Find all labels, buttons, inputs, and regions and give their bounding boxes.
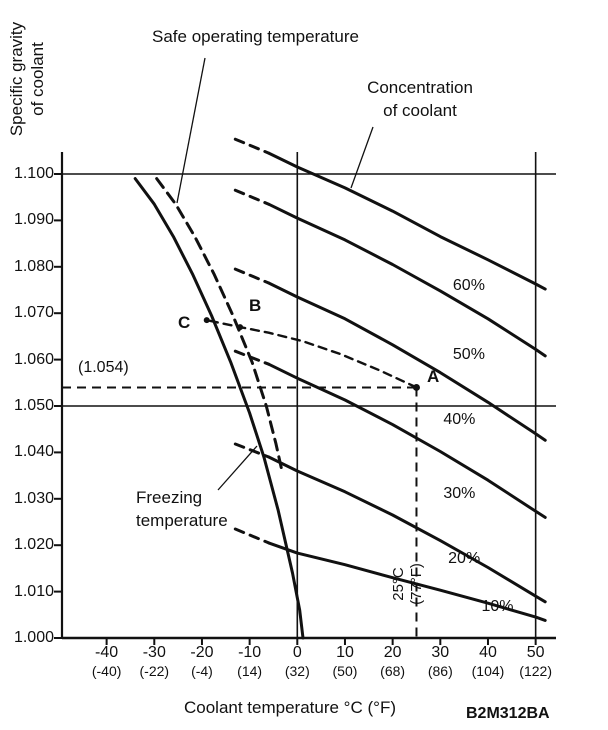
x-tick-label-fahrenheit: (-22) bbox=[139, 663, 170, 679]
y-axis-title: Specific gravity of coolant bbox=[6, 4, 48, 154]
concentration-60-curve bbox=[267, 151, 547, 291]
x-tick-label-fahrenheit: (122) bbox=[519, 663, 552, 679]
y-tick-label: 1.080 bbox=[13, 257, 54, 275]
concentration-50-label: 50% bbox=[452, 346, 485, 364]
freezing-temperature-curve bbox=[133, 177, 305, 640]
temperature-callout-25c: 25°C (77°F) bbox=[390, 548, 426, 620]
y-tick-label: 1.000 bbox=[13, 629, 54, 646]
concentration-50-dashed-extension bbox=[233, 188, 271, 206]
freezing-leader-line bbox=[217, 445, 258, 491]
concentration-20-label: 20% bbox=[448, 550, 481, 568]
concentration-40-curve bbox=[267, 281, 547, 442]
y-tick-label: 1.050 bbox=[13, 397, 54, 414]
concentration-60-label: 60% bbox=[452, 276, 485, 294]
x-tick-label-fahrenheit: (86) bbox=[427, 663, 453, 679]
y-tick-label: 1.070 bbox=[13, 304, 54, 322]
x-tick-label-celsius: -40 bbox=[95, 644, 119, 661]
x-tick-label-fahrenheit: (14) bbox=[237, 663, 263, 679]
temperature-callout-line1: 25°C bbox=[390, 567, 407, 601]
concentration-10-label: 10% bbox=[481, 597, 514, 615]
point-a-label: A bbox=[427, 367, 440, 386]
concentration-30-label: 30% bbox=[443, 485, 476, 503]
freezing-label-line2: temperature bbox=[136, 511, 228, 530]
concentration-10-dashed-extension bbox=[233, 527, 271, 545]
point-c-label: C bbox=[178, 313, 191, 332]
x-tick-label-celsius: 50 bbox=[526, 644, 545, 661]
concentration-of-coolant-label: Concentration of coolant bbox=[345, 76, 495, 122]
x-tick-label-fahrenheit: (32) bbox=[284, 663, 310, 679]
point-c-dot bbox=[203, 317, 210, 324]
y-tick-label: 1.060 bbox=[13, 350, 54, 368]
x-tick-label-fahrenheit: (-40) bbox=[91, 663, 122, 679]
concentration-label-line2: of coolant bbox=[383, 101, 457, 120]
x-axis-title: Coolant temperature °C (°F) bbox=[183, 698, 396, 717]
concentration-label-line1: Concentration bbox=[367, 78, 473, 97]
safe-operating-temperature-curve bbox=[155, 177, 284, 473]
y-axis-title-line2: of coolant bbox=[28, 42, 47, 116]
safe-operating-temperature-label: Safe operating temperature bbox=[152, 27, 359, 46]
point-a-dot bbox=[412, 383, 420, 391]
x-tick-label-fahrenheit: (104) bbox=[471, 663, 505, 679]
temperature-callout-line2: (77°F) bbox=[408, 563, 425, 605]
y-tick-label: 1.100 bbox=[13, 165, 54, 182]
concentration-60-dashed-extension bbox=[233, 137, 271, 155]
y-tick-label: 1.090 bbox=[13, 211, 54, 229]
y-axis-title-line1: Specific gravity bbox=[7, 21, 26, 137]
x-tick-label-celsius: -30 bbox=[142, 644, 166, 661]
freezing-temperature-label: Freezing temperature bbox=[136, 486, 228, 532]
x-tick-label-celsius: 40 bbox=[479, 644, 497, 661]
concentration-leader-line bbox=[350, 126, 374, 189]
concentration-50-curve bbox=[267, 202, 547, 358]
concentration-30-dashed-extension bbox=[233, 349, 271, 366]
x-tick-label-celsius: 0 bbox=[292, 644, 302, 661]
x-tick-label-celsius: -10 bbox=[238, 644, 262, 661]
point-b-label: B bbox=[249, 296, 262, 315]
x-tick-label-fahrenheit: (-4) bbox=[191, 663, 213, 679]
safe-operating-leader-line bbox=[176, 57, 206, 204]
concentration-40-dashed-extension bbox=[233, 267, 271, 285]
y-tick-label: 1.020 bbox=[13, 536, 54, 554]
x-tick-label-fahrenheit: (68) bbox=[380, 663, 406, 679]
concentration-20-dashed-extension bbox=[233, 442, 271, 459]
y-tick-label: 1.030 bbox=[13, 489, 54, 507]
x-tick-label-celsius: 20 bbox=[383, 644, 402, 661]
gravity-callout-1054: (1.054) bbox=[78, 359, 129, 376]
concentration-40-label: 40% bbox=[443, 411, 476, 429]
y-tick-label: 1.010 bbox=[13, 582, 54, 600]
freezing-label-line1: Freezing bbox=[136, 488, 203, 507]
x-tick-label-celsius: 10 bbox=[336, 644, 354, 661]
point-b-dot bbox=[237, 324, 244, 331]
figure-code: B2M312BA bbox=[466, 705, 550, 722]
y-tick-label: 1.040 bbox=[13, 443, 54, 461]
x-tick-label-fahrenheit: (50) bbox=[332, 663, 358, 679]
x-tick-label-celsius: -20 bbox=[190, 644, 214, 661]
x-tick-label-celsius: 30 bbox=[431, 644, 450, 661]
